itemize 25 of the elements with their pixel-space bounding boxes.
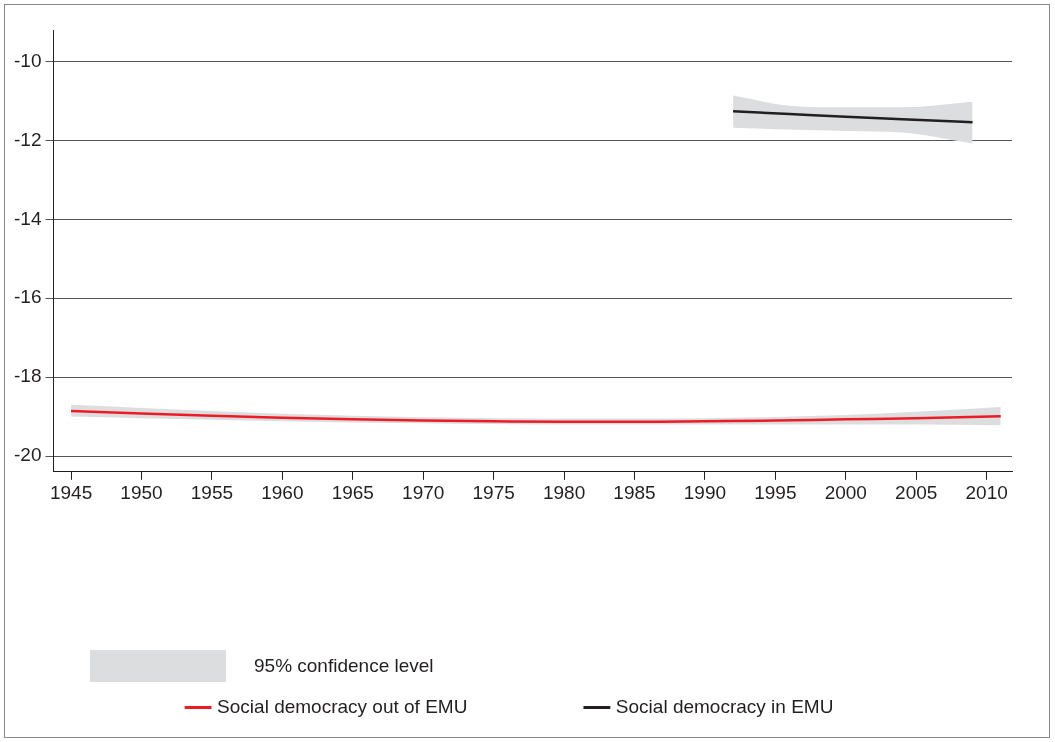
legend-label: Social democracy in EMU	[615, 695, 834, 717]
line-series	[731, 110, 974, 124]
y-tick-label: -14	[13, 207, 42, 229]
x-tick-label: 1950	[120, 482, 163, 504]
x-tick-label: 2005	[895, 482, 938, 504]
x-tick-label: 1995	[754, 482, 797, 504]
x-tick-label: 1980	[542, 482, 586, 504]
y-tick-label: -16	[13, 286, 42, 308]
x-tick-label: 2010	[965, 482, 1008, 504]
y-tick-label: -12	[13, 128, 42, 150]
x-tick-label: 1985	[613, 482, 656, 504]
x-tick-label: 1990	[683, 482, 727, 504]
x-tick-label: 1945	[49, 482, 93, 504]
y-tick-label: -18	[13, 365, 42, 387]
y-tick-label: -10	[13, 49, 42, 71]
x-tick-label: 1965	[331, 482, 374, 504]
y-tick-label: -20	[13, 444, 42, 466]
x-tick-label: 1975	[472, 482, 515, 504]
legend-label: Social democracy out of EMU	[217, 695, 468, 717]
line-series	[69, 409, 1002, 423]
x-tick-label: 1970	[402, 482, 445, 504]
x-tick-label: 1960	[261, 482, 304, 504]
text: 95% confidence level	[254, 655, 434, 677]
x-tick-label: 2000	[824, 482, 867, 504]
x-tick-label: 1955	[190, 482, 234, 504]
